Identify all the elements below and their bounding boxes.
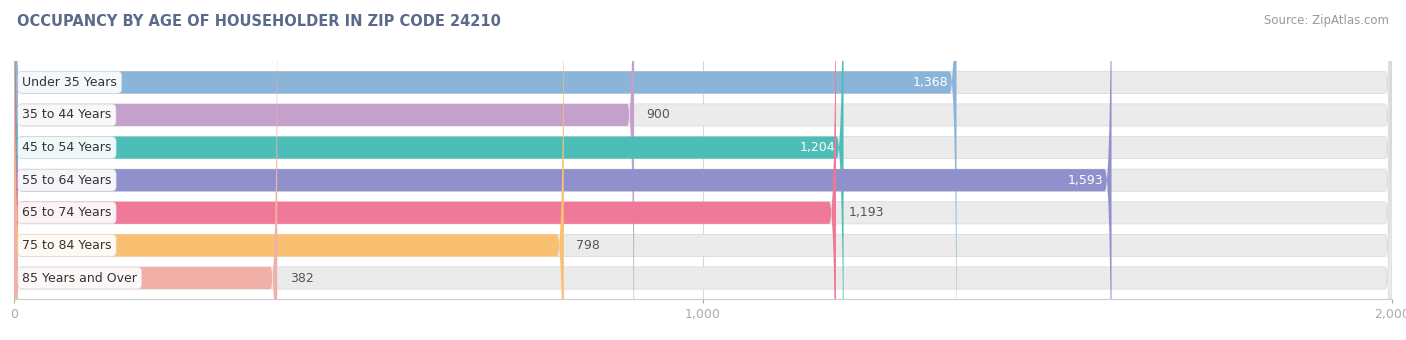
FancyBboxPatch shape bbox=[14, 0, 564, 340]
FancyBboxPatch shape bbox=[14, 0, 837, 340]
Text: 45 to 54 Years: 45 to 54 Years bbox=[22, 141, 111, 154]
FancyBboxPatch shape bbox=[14, 0, 956, 340]
FancyBboxPatch shape bbox=[14, 0, 1392, 340]
FancyBboxPatch shape bbox=[14, 0, 1392, 340]
Text: 1,193: 1,193 bbox=[848, 206, 884, 219]
FancyBboxPatch shape bbox=[14, 0, 1392, 340]
Text: 35 to 44 Years: 35 to 44 Years bbox=[22, 108, 111, 121]
FancyBboxPatch shape bbox=[14, 0, 1392, 340]
Text: OCCUPANCY BY AGE OF HOUSEHOLDER IN ZIP CODE 24210: OCCUPANCY BY AGE OF HOUSEHOLDER IN ZIP C… bbox=[17, 14, 501, 29]
Text: 65 to 74 Years: 65 to 74 Years bbox=[22, 206, 111, 219]
Text: 798: 798 bbox=[576, 239, 600, 252]
Text: 382: 382 bbox=[290, 272, 314, 285]
Text: 85 Years and Over: 85 Years and Over bbox=[22, 272, 138, 285]
Text: Source: ZipAtlas.com: Source: ZipAtlas.com bbox=[1264, 14, 1389, 27]
Text: Under 35 Years: Under 35 Years bbox=[22, 76, 117, 89]
Text: 1,593: 1,593 bbox=[1067, 174, 1104, 187]
Text: 55 to 64 Years: 55 to 64 Years bbox=[22, 174, 111, 187]
FancyBboxPatch shape bbox=[14, 0, 1112, 340]
FancyBboxPatch shape bbox=[14, 0, 1392, 340]
Text: 900: 900 bbox=[647, 108, 671, 121]
FancyBboxPatch shape bbox=[14, 0, 1392, 340]
Text: 75 to 84 Years: 75 to 84 Years bbox=[22, 239, 112, 252]
Text: 1,204: 1,204 bbox=[800, 141, 835, 154]
Text: 1,368: 1,368 bbox=[912, 76, 948, 89]
FancyBboxPatch shape bbox=[14, 0, 634, 340]
FancyBboxPatch shape bbox=[14, 0, 1392, 340]
FancyBboxPatch shape bbox=[14, 0, 277, 340]
FancyBboxPatch shape bbox=[14, 0, 844, 340]
